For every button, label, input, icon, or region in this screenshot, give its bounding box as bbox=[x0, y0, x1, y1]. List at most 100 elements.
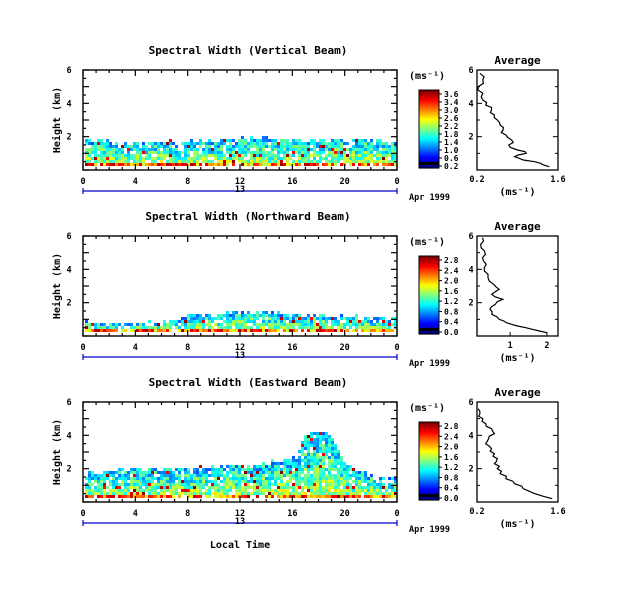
heatmap-cell bbox=[175, 145, 178, 148]
heatmap-cell bbox=[154, 489, 157, 492]
heatmap-cell bbox=[112, 329, 115, 332]
heatmap-cell bbox=[328, 492, 331, 495]
heatmap-cell bbox=[235, 474, 238, 477]
heatmap-cell bbox=[229, 157, 232, 160]
x-tick-label: 8 bbox=[185, 343, 190, 353]
heatmap-cell bbox=[337, 489, 340, 492]
heatmap-cell bbox=[316, 435, 319, 438]
heatmap-cell bbox=[223, 314, 226, 317]
heatmap-cell bbox=[229, 477, 232, 480]
heatmap-cell bbox=[184, 160, 187, 163]
heatmap-cell bbox=[172, 489, 175, 492]
y-tick-label: 2 bbox=[66, 299, 71, 309]
heatmap-cell bbox=[334, 480, 337, 483]
heatmap-cell bbox=[307, 163, 310, 166]
average-frame bbox=[476, 235, 559, 337]
heatmap-cell bbox=[139, 163, 142, 166]
heatmap-cell bbox=[361, 480, 364, 483]
heatmap-cell bbox=[151, 480, 154, 483]
heatmap-cell bbox=[211, 142, 214, 145]
heatmap-cell bbox=[175, 148, 178, 151]
colorbar-band bbox=[419, 267, 439, 271]
heatmap-cell bbox=[181, 320, 184, 323]
colorbar-band bbox=[419, 134, 439, 138]
heatmap-cell bbox=[88, 492, 91, 495]
heatmap-cell bbox=[295, 474, 298, 477]
colorbar-band bbox=[419, 324, 439, 327]
heatmap-cell bbox=[322, 148, 325, 151]
heatmap-cell bbox=[250, 142, 253, 145]
heatmap-cell bbox=[265, 483, 268, 486]
heatmap-cell bbox=[379, 323, 382, 326]
heatmap-cell bbox=[376, 139, 379, 142]
heatmap-cell bbox=[319, 142, 322, 145]
heatmap-cell bbox=[244, 160, 247, 163]
heatmap-cell bbox=[367, 480, 370, 483]
heatmap-cell bbox=[172, 492, 175, 495]
heatmap-cell bbox=[238, 160, 241, 163]
heatmap-cell bbox=[127, 151, 130, 154]
heatmap-cell bbox=[211, 480, 214, 483]
heatmap-cell bbox=[166, 163, 169, 166]
heatmap-cell bbox=[325, 489, 328, 492]
heatmap-cell bbox=[220, 139, 223, 142]
heatmap-cell bbox=[85, 139, 88, 142]
average-y-tick-label: 2 bbox=[468, 299, 473, 309]
date-label: Apr 1999 bbox=[409, 193, 450, 203]
colorbar-band bbox=[419, 437, 439, 441]
heatmap-cell bbox=[256, 483, 259, 486]
heatmap-cell bbox=[256, 311, 259, 314]
heatmap-cell bbox=[136, 492, 139, 495]
heatmap-cell bbox=[265, 465, 268, 468]
heatmap-cell bbox=[376, 160, 379, 163]
heatmap-cell bbox=[118, 483, 121, 486]
heatmap-cell bbox=[100, 157, 103, 160]
heatmap-cell bbox=[364, 139, 367, 142]
heatmap-cell bbox=[307, 148, 310, 151]
heatmap-cell bbox=[241, 489, 244, 492]
heatmap-cell bbox=[283, 329, 286, 332]
heatmap-cell bbox=[370, 160, 373, 163]
heatmap-cell bbox=[148, 474, 151, 477]
heatmap-cell bbox=[337, 142, 340, 145]
heatmap-cell bbox=[148, 163, 151, 166]
heatmap-cell bbox=[331, 468, 334, 471]
heatmap-cell bbox=[160, 160, 163, 163]
heatmap-cell bbox=[211, 151, 214, 154]
heatmap-cell bbox=[190, 323, 193, 326]
heatmap-cell bbox=[256, 151, 259, 154]
heatmap-cell bbox=[259, 486, 262, 489]
colorbar-band bbox=[419, 322, 439, 325]
heatmap-cell bbox=[289, 480, 292, 483]
heatmap-cell bbox=[91, 142, 94, 145]
heatmap-cell bbox=[331, 453, 334, 456]
heatmap-cell bbox=[256, 465, 259, 468]
heatmap-cell bbox=[244, 492, 247, 495]
heatmap-cell bbox=[262, 154, 265, 157]
heatmap-cell bbox=[370, 495, 373, 498]
heatmap-cell bbox=[187, 163, 190, 166]
heatmap-cell bbox=[343, 148, 346, 151]
heatmap-cell bbox=[121, 326, 124, 329]
heatmap-cell bbox=[109, 323, 112, 326]
heatmap-cell bbox=[229, 323, 232, 326]
heatmap-cell bbox=[235, 320, 238, 323]
heatmap-cell bbox=[331, 447, 334, 450]
heatmap-cell bbox=[382, 483, 385, 486]
heatmap-cell bbox=[385, 329, 388, 332]
heatmap-cell bbox=[193, 314, 196, 317]
heatmap-cell bbox=[346, 471, 349, 474]
heatmap-cell bbox=[334, 139, 337, 142]
heatmap-cell bbox=[208, 317, 211, 320]
heatmap-cell bbox=[178, 471, 181, 474]
heatmap-cell bbox=[274, 160, 277, 163]
heatmap-cell bbox=[244, 314, 247, 317]
heatmap-cell bbox=[235, 142, 238, 145]
heatmap-cell bbox=[376, 486, 379, 489]
heatmap-cell bbox=[103, 492, 106, 495]
heatmap-cell bbox=[313, 160, 316, 163]
colorbar-band bbox=[419, 492, 439, 495]
heatmap-cell bbox=[181, 317, 184, 320]
heatmap-cell bbox=[310, 326, 313, 329]
colorbar-tick-label: 2.8 bbox=[444, 256, 459, 265]
